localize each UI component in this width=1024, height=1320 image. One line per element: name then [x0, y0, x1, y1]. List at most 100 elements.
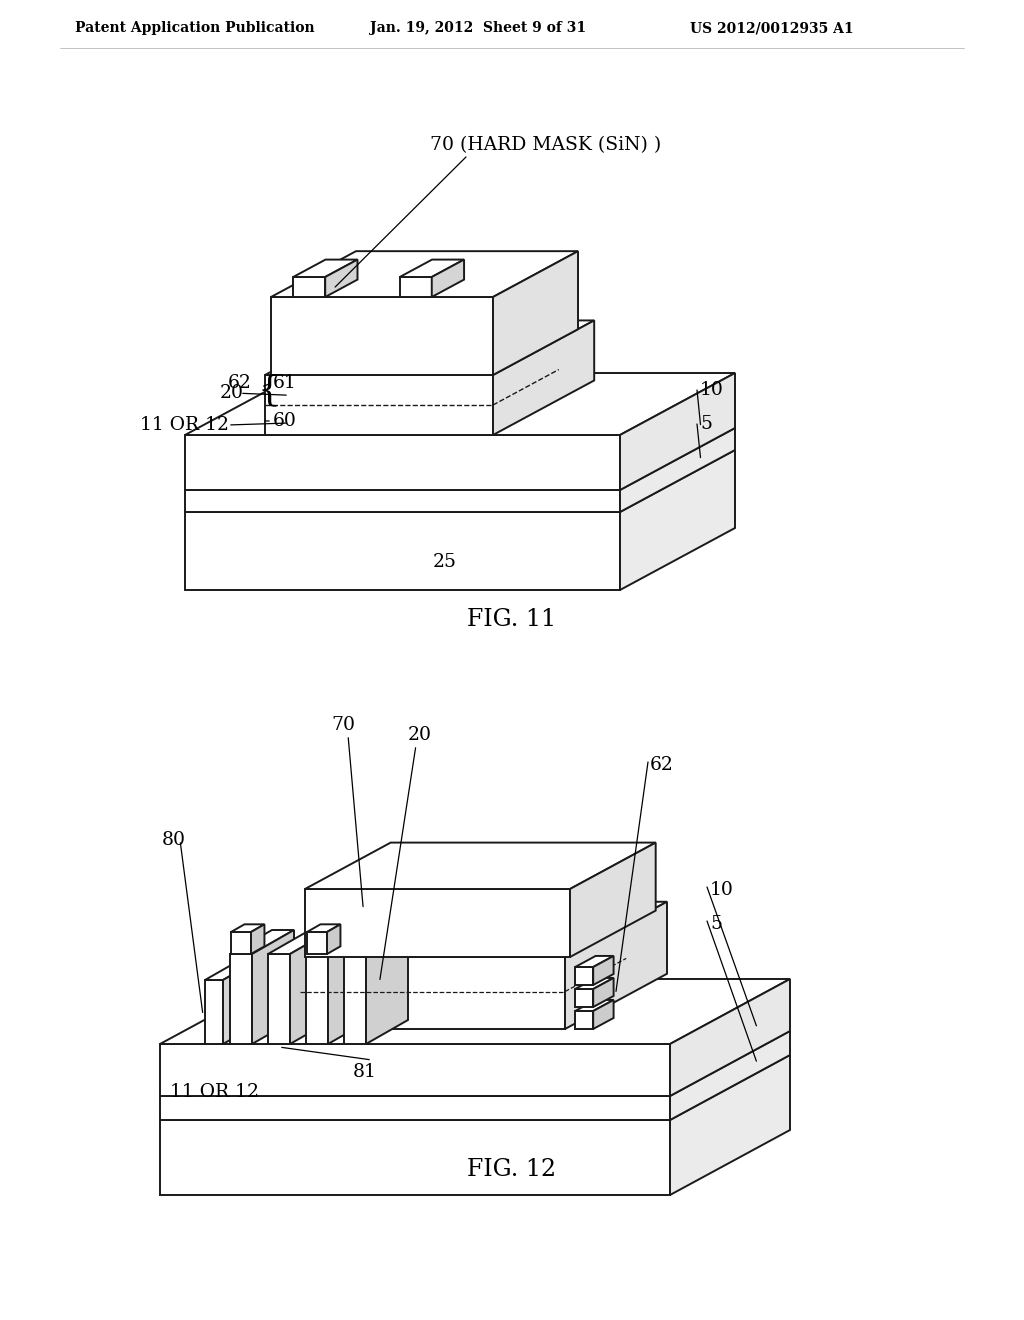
Polygon shape: [344, 954, 366, 1044]
Polygon shape: [454, 370, 509, 436]
Polygon shape: [230, 931, 294, 954]
Polygon shape: [358, 370, 443, 399]
Polygon shape: [306, 931, 370, 954]
Polygon shape: [306, 954, 328, 1044]
Polygon shape: [292, 392, 322, 399]
Polygon shape: [185, 436, 620, 490]
Polygon shape: [160, 1096, 670, 1119]
Polygon shape: [388, 362, 443, 399]
Text: 5: 5: [700, 414, 712, 433]
Text: 10: 10: [710, 880, 734, 899]
Text: 62: 62: [650, 756, 674, 774]
Polygon shape: [620, 428, 735, 512]
Polygon shape: [399, 260, 464, 277]
Polygon shape: [424, 399, 454, 436]
Polygon shape: [593, 978, 613, 1007]
Text: 20: 20: [220, 384, 244, 403]
Polygon shape: [271, 251, 578, 297]
Polygon shape: [251, 924, 264, 954]
Polygon shape: [230, 954, 252, 1044]
Polygon shape: [388, 370, 443, 436]
Polygon shape: [305, 888, 570, 957]
Polygon shape: [432, 260, 464, 297]
Text: 11 OR 12: 11 OR 12: [140, 416, 229, 434]
Polygon shape: [205, 979, 223, 1044]
Text: {: {: [258, 374, 281, 407]
Text: 5: 5: [710, 915, 722, 933]
Polygon shape: [185, 490, 620, 512]
Polygon shape: [293, 260, 357, 277]
Polygon shape: [593, 956, 613, 985]
Text: 70: 70: [331, 715, 355, 734]
Polygon shape: [300, 957, 565, 1030]
Polygon shape: [565, 902, 667, 1030]
Polygon shape: [322, 362, 377, 399]
Polygon shape: [670, 1055, 790, 1195]
Text: 10: 10: [700, 381, 724, 399]
Polygon shape: [307, 932, 327, 954]
Polygon shape: [620, 374, 735, 490]
Polygon shape: [292, 399, 322, 436]
Polygon shape: [326, 260, 357, 297]
Polygon shape: [160, 1031, 790, 1096]
Polygon shape: [160, 1055, 790, 1119]
Polygon shape: [344, 931, 408, 954]
Polygon shape: [290, 931, 332, 1044]
Text: 80: 80: [162, 832, 186, 849]
Polygon shape: [358, 362, 443, 392]
Polygon shape: [575, 1011, 593, 1030]
Text: US 2012/0012935 A1: US 2012/0012935 A1: [690, 21, 854, 36]
Polygon shape: [231, 924, 264, 932]
Polygon shape: [575, 978, 613, 989]
Polygon shape: [185, 374, 735, 436]
Polygon shape: [271, 297, 493, 375]
Text: FIG. 11: FIG. 11: [467, 609, 557, 631]
Polygon shape: [305, 842, 655, 888]
Polygon shape: [307, 924, 340, 932]
Text: 62: 62: [228, 374, 252, 392]
Polygon shape: [327, 924, 340, 954]
Polygon shape: [366, 931, 408, 1044]
Polygon shape: [575, 989, 593, 1007]
Polygon shape: [424, 370, 509, 399]
Polygon shape: [292, 362, 377, 392]
Polygon shape: [454, 362, 509, 399]
Polygon shape: [575, 968, 593, 985]
Polygon shape: [424, 362, 509, 392]
Polygon shape: [265, 321, 594, 375]
Text: 25: 25: [433, 553, 457, 572]
Polygon shape: [322, 370, 377, 436]
Text: 61: 61: [273, 374, 297, 392]
Text: 81: 81: [353, 1063, 377, 1081]
Polygon shape: [185, 512, 620, 590]
Polygon shape: [575, 1001, 613, 1011]
Polygon shape: [205, 964, 252, 979]
Text: 60: 60: [273, 412, 297, 430]
Polygon shape: [424, 392, 454, 399]
Polygon shape: [160, 1044, 670, 1096]
Polygon shape: [328, 931, 370, 1044]
Polygon shape: [300, 902, 667, 957]
Polygon shape: [293, 277, 326, 297]
Polygon shape: [231, 932, 251, 954]
Polygon shape: [185, 450, 735, 512]
Polygon shape: [493, 321, 594, 436]
Polygon shape: [185, 428, 735, 490]
Polygon shape: [160, 1119, 670, 1195]
Text: 20: 20: [408, 726, 432, 744]
Polygon shape: [575, 956, 613, 968]
Text: Patent Application Publication: Patent Application Publication: [75, 21, 314, 36]
Polygon shape: [268, 954, 290, 1044]
Polygon shape: [252, 931, 294, 1044]
Polygon shape: [670, 979, 790, 1096]
Text: 70 (HARD MASK (SiN) ): 70 (HARD MASK (SiN) ): [430, 136, 662, 154]
Polygon shape: [268, 931, 332, 954]
Polygon shape: [493, 251, 578, 375]
Text: FIG. 12: FIG. 12: [467, 1159, 557, 1181]
Polygon shape: [358, 392, 388, 399]
Polygon shape: [670, 1031, 790, 1119]
Text: 11 OR 12: 11 OR 12: [170, 1082, 259, 1101]
Polygon shape: [570, 842, 655, 957]
Polygon shape: [292, 370, 377, 399]
Polygon shape: [593, 1001, 613, 1030]
